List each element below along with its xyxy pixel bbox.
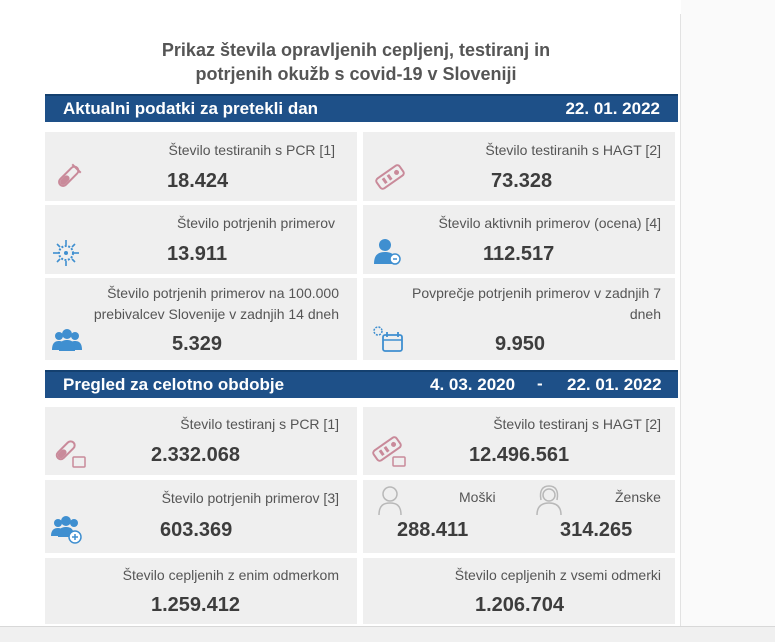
daily-hagt-value: 73.328 [491, 170, 553, 192]
overall-pcr-label: Število testiranj s PCR [1] [180, 416, 339, 432]
overall-vacc1-value: 1.259.412 [151, 594, 240, 616]
page-title-line2: potrjenih okužb s covid-19 v Sloveniji [195, 64, 517, 84]
overall-vaccall-label: Število cepljenih z vsemi odmerki [454, 567, 661, 583]
daily-hagt-label: Število testiranih s HAGT [2] [485, 142, 661, 158]
daily-pcr-value: 18.424 [167, 170, 229, 192]
daily-header-title: Aktualni podatki za pretekli dan [63, 99, 319, 118]
overall-confirmed-value: 603.369 [160, 519, 233, 541]
overall-vacc1-label: Število cepljenih z enim odmerkom [122, 567, 339, 583]
rapid-test-icon [372, 436, 406, 467]
covid-dashboard: Prikaz števila opravljenih cepljenj, tes… [32, 14, 681, 626]
daily-active-label: Število aktivnih primerov (ocena) [4] [438, 215, 661, 231]
page-title-line1: Prikaz števila opravljenih cepljenj, tes… [161, 40, 551, 60]
overall-header-band: Pregled za celotno obdobje 4. 03. 2020 -… [45, 370, 678, 398]
overall-gender-card: Moški 288.411 Ženske 314.265 [363, 480, 675, 553]
overall-hagt-card: Število testiranj s HAGT [2] 12.496.561 [363, 407, 675, 475]
overall-date-from: 4. 03. 2020 [430, 375, 516, 394]
daily-per100k-label-line1: Število potrjenih primerov na 100.000 [107, 285, 339, 301]
female-icon [536, 485, 562, 516]
page-title: Prikaz števila opravljenih cepljenj, tes… [32, 38, 680, 86]
daily-avg7-card: Povprečje potrjenih primerov v zadnjih 7… [363, 278, 675, 360]
daily-hagt-card: Število testiranih s HAGT [2] 73.328 [363, 132, 675, 201]
person-icon [374, 239, 401, 265]
overall-male-value: 288.411 [397, 519, 469, 541]
test-tube-icon [55, 440, 86, 468]
daily-per100k-card: Število potrjenih primerov na 100.000 pr… [45, 278, 357, 360]
daily-avg7-label-line1: Povprečje potrjenih primerov v zadnjih 7 [411, 285, 661, 301]
overall-vacc1-card: Število cepljenih z enim odmerkom 1.259.… [45, 558, 357, 624]
horizontal-scrollbar[interactable] [0, 626, 775, 642]
overall-female-value: 314.265 [560, 519, 633, 541]
daily-header-date: 22. 01. 2022 [565, 99, 660, 118]
overall-date-to: 22. 01. 2022 [567, 375, 662, 394]
daily-confirmed-label: Število potrjenih primerov [177, 215, 335, 231]
overall-vaccall-card: Število cepljenih z vsemi odmerki 1.206.… [363, 558, 675, 624]
test-tube-icon [58, 163, 82, 187]
group-plus-icon [51, 516, 82, 544]
overall-male-label: Moški [459, 489, 496, 505]
rapid-test-icon [375, 164, 405, 190]
overall-pcr-card: Število testiranj s PCR [1] 2.332.068 [45, 407, 357, 475]
daily-pcr-card: Število testiranih s PCR [1] 18.424 [45, 132, 357, 201]
virus-icon [53, 240, 79, 266]
male-icon [378, 486, 402, 516]
daily-confirmed-card: Število potrjenih primerov 13.911 [45, 205, 357, 274]
overall-confirmed-card: Število potrjenih primerov [3] 603.369 [45, 480, 357, 553]
overall-confirmed-label: Število potrjenih primerov [3] [161, 490, 339, 506]
overall-date-dash: - [537, 374, 543, 393]
calendar-icon [373, 326, 403, 352]
daily-avg7-label-line2: dneh [629, 306, 661, 322]
overall-pcr-value: 2.332.068 [151, 444, 240, 466]
overall-vaccall-value: 1.206.704 [475, 594, 564, 616]
overall-hagt-value: 12.496.561 [469, 444, 570, 466]
daily-pcr-label: Število testiranih s PCR [1] [168, 142, 335, 158]
daily-per100k-label-line2: prebivalcev Slovenije v zadnjih 14 dneh [93, 306, 339, 322]
overall-female-label: Ženske [615, 489, 661, 505]
daily-active-card: Število aktivnih primerov (ocena) [4] 11… [363, 205, 675, 274]
overall-hagt-label: Število testiranj s HAGT [2] [493, 416, 661, 432]
daily-header-band: Aktualni podatki za pretekli dan 22. 01.… [45, 94, 678, 122]
daily-confirmed-value: 13.911 [167, 243, 228, 265]
daily-avg7-value: 9.950 [495, 333, 546, 355]
group-icon [52, 329, 82, 351]
daily-active-value: 112.517 [483, 243, 555, 265]
page-margin [681, 0, 775, 626]
daily-per100k-value: 5.329 [172, 333, 223, 355]
overall-header-title: Pregled za celotno obdobje [63, 375, 285, 394]
